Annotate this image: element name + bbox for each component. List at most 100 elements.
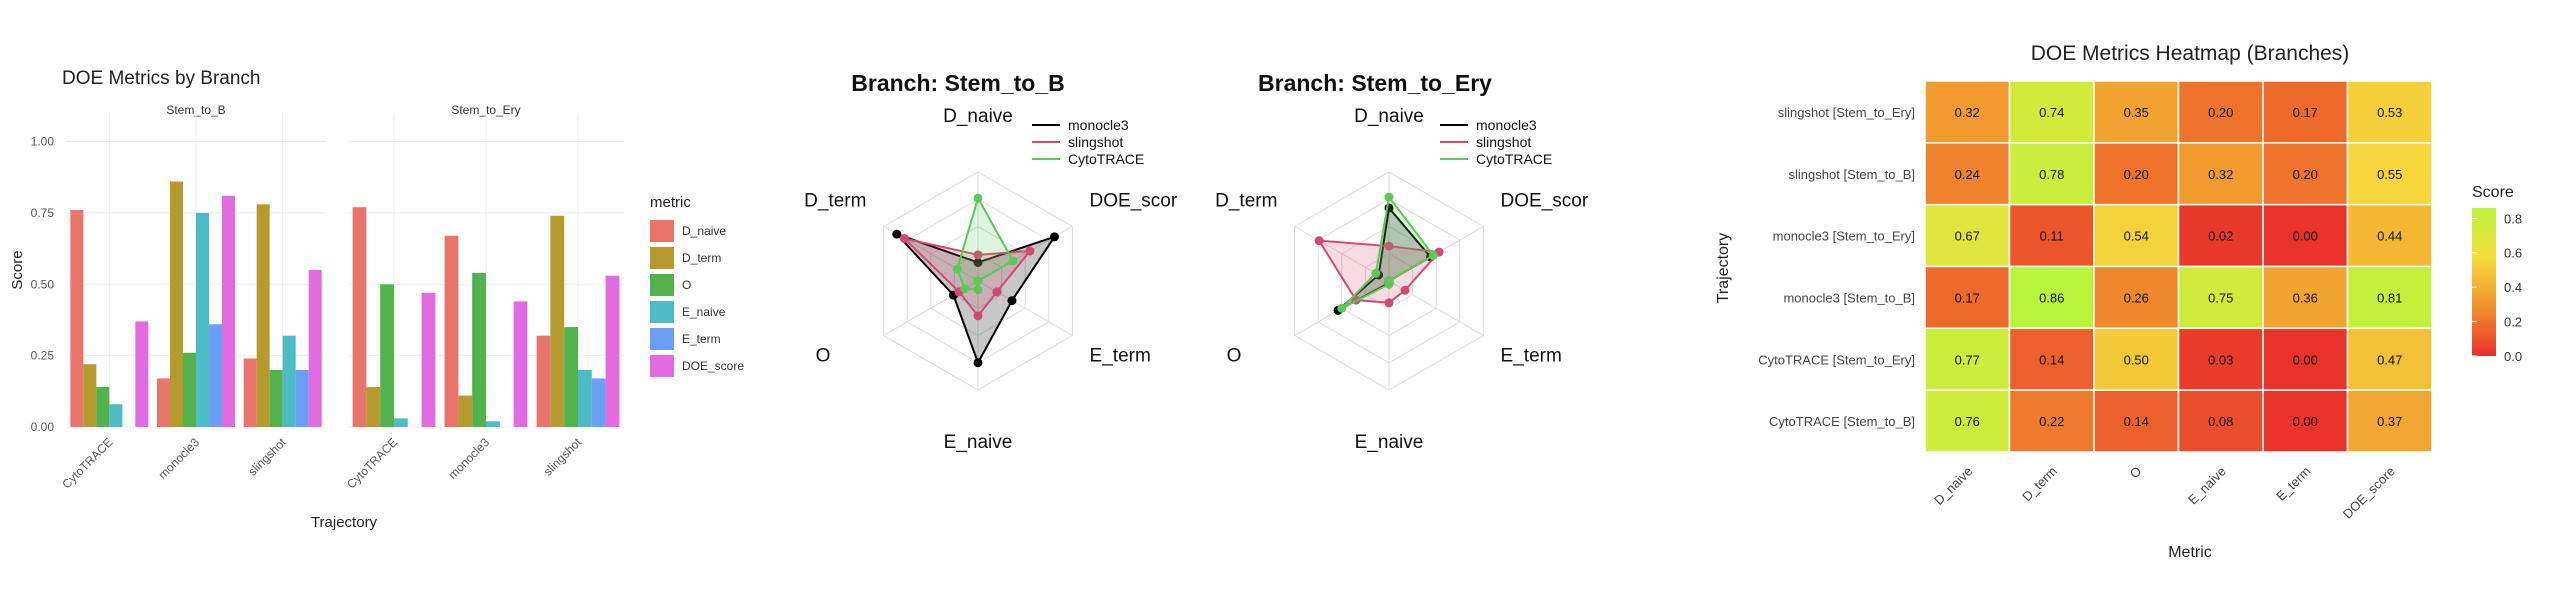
radar-point — [1384, 279, 1394, 289]
heatmap-cell-label: 0.47 — [2377, 352, 2402, 367]
heatmap-cell-label: 0.00 — [2293, 352, 2318, 367]
heatmap-cell-label: 0.14 — [2124, 414, 2149, 429]
heatmap-cell-label: 0.37 — [2377, 414, 2402, 429]
radar-axis-label: D_naive — [943, 106, 1013, 127]
colorbar-tick-label: 0.4 — [2504, 280, 2522, 295]
radar-point — [1337, 303, 1347, 313]
heatmap-cell — [2177, 389, 2264, 453]
heatmap-cell-label: 0.54 — [2124, 229, 2149, 244]
bar — [83, 364, 97, 427]
bar — [70, 210, 84, 427]
radar-axis-label: DOE_scor — [1501, 191, 1589, 212]
heatmap-cell — [2008, 142, 2095, 206]
colorbar — [2472, 208, 2496, 356]
heatmap-cell-label: 0.22 — [2039, 414, 2064, 429]
heatmap-cell-label: 0.32 — [2208, 167, 2233, 182]
heatmap-cell-label: 0.67 — [1955, 229, 1980, 244]
bar — [269, 369, 283, 427]
colorbar-tick-label: 0.6 — [2504, 246, 2522, 261]
heatmap-cell-label: 0.03 — [2208, 352, 2233, 367]
heatmap-cell-label: 0.36 — [2293, 290, 2318, 305]
heatmap-cell — [2346, 327, 2433, 391]
heatmap-cell-label: 0.50 — [2124, 352, 2149, 367]
legend-swatch — [650, 301, 674, 323]
y-tick-label: CytoTRACE [Stem_to_B] — [1769, 414, 1915, 429]
y-tick-label: 0.25 — [31, 349, 55, 363]
radar-point — [1400, 285, 1410, 295]
y-axis-label: Score — [9, 250, 26, 289]
radar-axis-label: E_naive — [944, 432, 1013, 453]
radar-point — [1025, 246, 1035, 256]
radar-point — [973, 358, 983, 368]
x-axis-label: Trajectory — [311, 514, 378, 531]
radar-title: Branch: Stem_to_Ery — [1258, 70, 1492, 96]
bar — [96, 387, 110, 427]
y-tick-label: monocle3 [Stem_to_B] — [1783, 290, 1915, 305]
colorbar-tick-label: 0.2 — [2504, 315, 2522, 330]
radar-axis-label: O — [816, 346, 831, 367]
radar-point — [960, 284, 970, 294]
colorbar-title: Score — [2472, 184, 2514, 201]
bar — [421, 292, 436, 427]
heatmap-cell-label: 0.20 — [2124, 167, 2149, 182]
y-tick-label: 0.50 — [31, 277, 55, 291]
heatmap-cell-label: 0.02 — [2208, 229, 2233, 244]
radar-point — [973, 250, 983, 260]
legend-label: CytoTRACE — [1476, 151, 1552, 167]
heatmap-cell-label: 0.44 — [2377, 229, 2402, 244]
heatmap-cell-label: 0.55 — [2377, 167, 2402, 182]
bar — [352, 207, 367, 427]
legend-label: E_term — [682, 332, 721, 346]
x-tick-label: slingshot — [245, 435, 289, 479]
legend-label: slingshot — [1068, 134, 1123, 150]
x-axis-label: Metric — [2168, 544, 2212, 561]
bar — [513, 301, 528, 427]
heatmap-cell-label: 0.35 — [2124, 105, 2149, 120]
heatmap-cell — [2008, 389, 2095, 453]
radar-point — [973, 311, 983, 321]
legend-label: O — [682, 278, 691, 292]
facet-title: Stem_to_Ery — [451, 103, 520, 117]
bar — [308, 270, 322, 427]
bar — [486, 421, 500, 427]
radar-axis-label: DOE_scor — [1090, 191, 1178, 212]
bar — [196, 212, 209, 427]
colorbar-tick-label: 0.8 — [2504, 211, 2522, 226]
radar-axis-label: D_term — [1215, 191, 1277, 212]
radar-point — [973, 193, 983, 203]
radar-point — [973, 257, 983, 267]
radar-point — [1384, 192, 1394, 202]
heatmap-cell-label: 0.26 — [2124, 290, 2149, 305]
bar — [256, 204, 270, 427]
bar — [605, 275, 620, 427]
heatmap-cell-label: 0.74 — [2039, 105, 2064, 120]
heatmap-cell — [2093, 389, 2180, 453]
heatmap-cell — [1924, 203, 2011, 268]
heatmap-cell-label: 0.20 — [2208, 105, 2233, 120]
legend-label: slingshot — [1476, 134, 1531, 150]
legend-label: D_term — [682, 251, 721, 265]
bar — [295, 369, 309, 427]
x-tick-label: monocle3 — [155, 435, 202, 482]
bar — [550, 215, 565, 427]
bar — [591, 378, 606, 427]
heatmap-cell — [2008, 265, 2095, 330]
x-tick-label: monocle3 — [445, 435, 492, 482]
radar-point — [1428, 250, 1438, 260]
y-tick-label: monocle3 [Stem_to_Ery] — [1773, 229, 1915, 244]
heatmap-cell — [2008, 327, 2095, 391]
heatmap-cell — [2093, 142, 2180, 206]
y-tick-label: 0.00 — [31, 420, 55, 434]
heatmap-cell-label: 0.24 — [1955, 167, 1980, 182]
bar — [222, 195, 235, 427]
heatmap-cell — [2093, 80, 2180, 144]
x-tick-label: DOE_score — [2340, 464, 2398, 522]
bar — [564, 327, 578, 427]
radar-chart-stem-to-b: Branch: Stem_to_B D_naive DOE_scor E_term E_… — [804, 70, 1178, 453]
radar-point — [1049, 232, 1059, 242]
bar — [458, 395, 473, 427]
radar-chart-stem-to-ery: Branch: Stem_to_Ery D_naive DOE_scor E_term… — [1215, 70, 1589, 453]
radar-axis-label: E_term — [1090, 346, 1151, 367]
bar — [536, 335, 551, 427]
